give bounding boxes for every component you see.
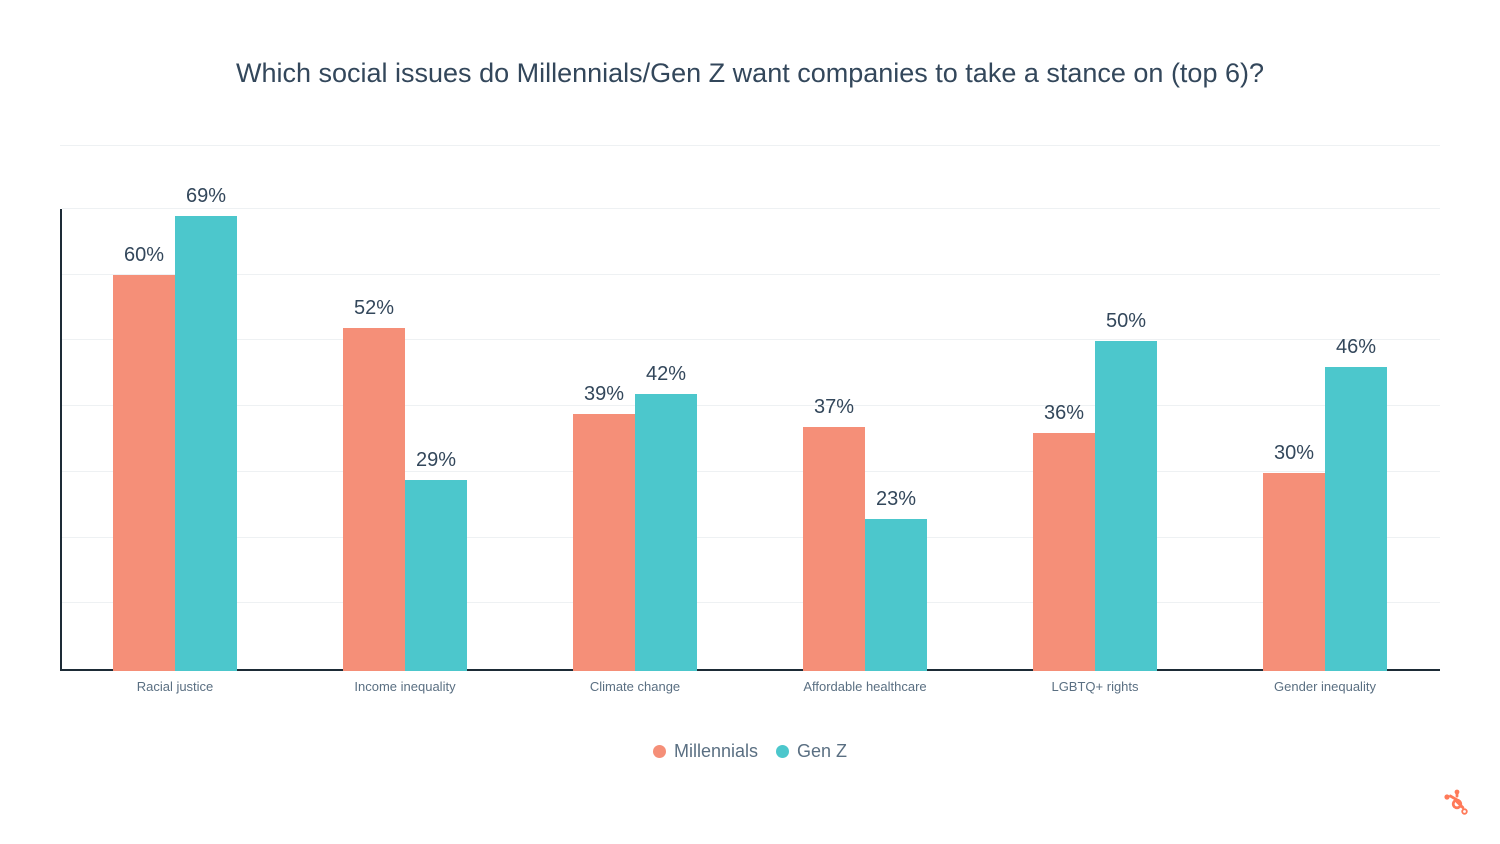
bar: 39% xyxy=(573,414,635,671)
bar: 36% xyxy=(1033,433,1095,671)
bar: 52% xyxy=(343,328,405,671)
bar-group: 37%23% xyxy=(750,209,980,671)
category-labels: Racial justiceIncome inequalityClimate c… xyxy=(60,671,1440,699)
bar-group: 36%50% xyxy=(980,209,1210,671)
legend: Millennials Gen Z xyxy=(0,741,1500,762)
category-label: Income inequality xyxy=(290,671,520,699)
bar-value-label: 52% xyxy=(354,297,394,320)
bar: 69% xyxy=(175,216,237,671)
bar: 37% xyxy=(803,427,865,671)
bar-value-label: 37% xyxy=(814,396,854,419)
bar-pair: 37%23% xyxy=(750,209,980,671)
category-label: Climate change xyxy=(520,671,750,699)
bar: 42% xyxy=(635,394,697,671)
bar-pair: 60%69% xyxy=(60,209,290,671)
bar-value-label: 36% xyxy=(1044,402,1084,425)
bar-value-label: 23% xyxy=(876,488,916,511)
bar: 23% xyxy=(865,519,927,671)
bar-group: 39%42% xyxy=(520,209,750,671)
bar-value-label: 30% xyxy=(1274,442,1314,465)
bar-pair: 30%46% xyxy=(1210,209,1440,671)
bar: 46% xyxy=(1325,367,1387,671)
bar-pair: 36%50% xyxy=(980,209,1210,671)
bar-value-label: 60% xyxy=(124,244,164,267)
bar-value-label: 46% xyxy=(1336,336,1376,359)
bar-value-label: 69% xyxy=(186,185,226,208)
legend-label: Millennials xyxy=(674,741,758,762)
bar-value-label: 50% xyxy=(1106,310,1146,333)
bar: 29% xyxy=(405,480,467,671)
category-label: Racial justice xyxy=(60,671,290,699)
chart-container: 60%69%52%29%39%42%37%23%36%50%30%46% Rac… xyxy=(60,145,1440,699)
hubspot-logo-icon xyxy=(1442,789,1472,824)
bar: 30% xyxy=(1263,473,1325,671)
chart-title: Which social issues do Millennials/Gen Z… xyxy=(0,0,1500,99)
bar: 50% xyxy=(1095,341,1157,671)
legend-label: Gen Z xyxy=(797,741,847,762)
bar-pair: 52%29% xyxy=(290,209,520,671)
bar-value-label: 42% xyxy=(646,363,686,386)
bar-pair: 39%42% xyxy=(520,209,750,671)
bar-value-label: 39% xyxy=(584,383,624,406)
bar-value-label: 29% xyxy=(416,449,456,472)
legend-item: Gen Z xyxy=(776,741,847,762)
bar: 60% xyxy=(113,275,175,671)
bar-group: 60%69% xyxy=(60,209,290,671)
bar-group: 52%29% xyxy=(290,209,520,671)
legend-item: Millennials xyxy=(653,741,758,762)
top-rule xyxy=(60,145,1440,146)
legend-swatch-icon xyxy=(776,745,789,758)
bar-groups: 60%69%52%29%39%42%37%23%36%50%30%46% xyxy=(60,209,1440,671)
legend-swatch-icon xyxy=(653,745,666,758)
category-label: LGBTQ+ rights xyxy=(980,671,1210,699)
category-label: Affordable healthcare xyxy=(750,671,980,699)
category-label: Gender inequality xyxy=(1210,671,1440,699)
bar-group: 30%46% xyxy=(1210,209,1440,671)
